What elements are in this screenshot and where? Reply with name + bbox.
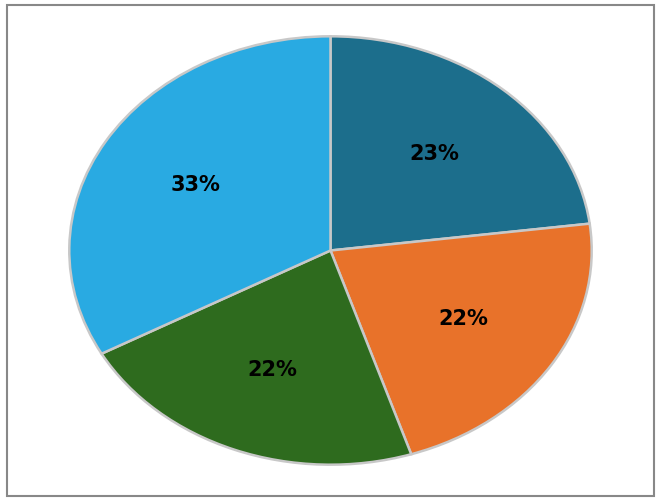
Text: 33%: 33% bbox=[171, 175, 221, 195]
Text: 23%: 23% bbox=[409, 144, 459, 164]
Wedge shape bbox=[330, 223, 592, 454]
Text: 22%: 22% bbox=[438, 309, 488, 329]
Text: 22%: 22% bbox=[248, 360, 297, 380]
Wedge shape bbox=[102, 250, 411, 465]
Wedge shape bbox=[69, 36, 330, 354]
Wedge shape bbox=[330, 36, 590, 250]
